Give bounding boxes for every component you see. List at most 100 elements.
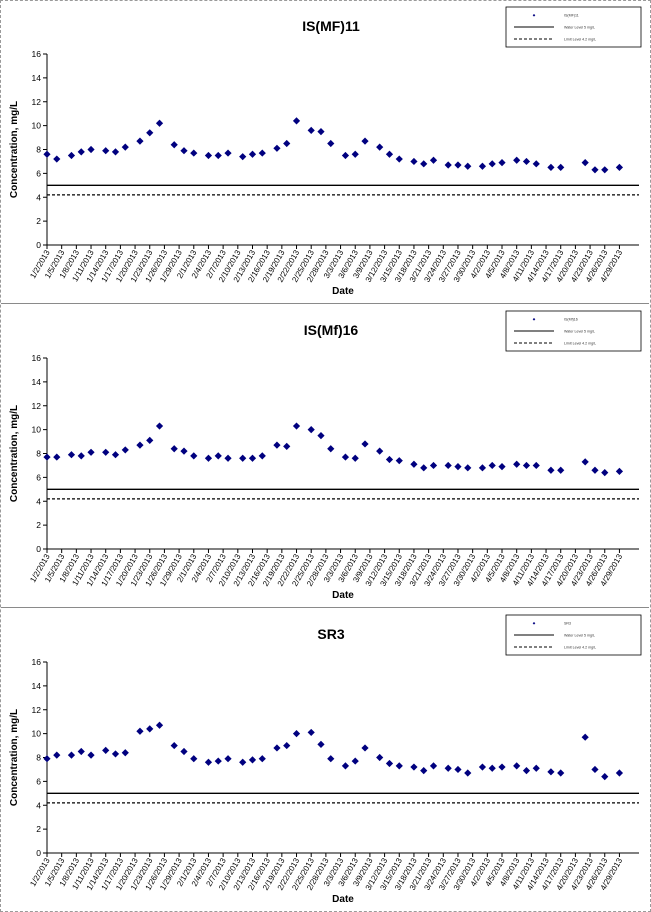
data-point — [43, 755, 51, 763]
data-point — [454, 161, 462, 169]
data-point — [581, 733, 589, 741]
x-axis-title: Date — [332, 590, 354, 601]
data-point — [155, 422, 164, 430]
data-point — [136, 441, 144, 449]
x-axis-title: Date — [332, 286, 354, 297]
data-point — [307, 728, 315, 737]
data-point — [327, 755, 335, 763]
data-point — [317, 127, 325, 136]
data-point — [498, 463, 506, 471]
data-point — [464, 464, 472, 472]
data-point — [454, 765, 462, 774]
data-point — [478, 763, 487, 771]
data-point — [111, 451, 120, 459]
data-point — [111, 148, 120, 156]
data-point — [444, 461, 452, 470]
data-point — [67, 151, 76, 160]
data-point — [498, 159, 506, 167]
data-point — [273, 744, 281, 752]
data-point — [180, 147, 188, 155]
data-point — [248, 454, 257, 462]
data-point — [170, 445, 178, 453]
data-point — [170, 741, 178, 750]
data-point — [146, 129, 154, 137]
data-point — [351, 757, 359, 765]
data-point — [591, 166, 599, 174]
data-point — [488, 461, 496, 470]
data-point — [547, 163, 555, 172]
legend-entry: IS(Mf)16 — [564, 318, 578, 322]
data-point — [214, 151, 222, 160]
y-tick-label: 16 — [32, 353, 42, 363]
data-point — [155, 119, 164, 127]
data-point — [601, 166, 609, 174]
data-point — [444, 161, 452, 169]
y-axis-title: Concentration, mg/L — [9, 709, 20, 806]
data-point — [395, 155, 403, 163]
data-point — [214, 757, 222, 765]
data-point — [239, 153, 247, 161]
y-tick-label: 16 — [32, 49, 42, 59]
y-tick-label: 2 — [36, 824, 41, 834]
data-point — [532, 160, 540, 168]
y-tick-label: 12 — [32, 401, 42, 411]
data-point — [87, 145, 95, 154]
data-point — [395, 457, 403, 465]
data-point — [307, 126, 315, 134]
data-point — [258, 149, 266, 157]
y-tick-label: 10 — [32, 425, 42, 435]
y-axis-title: Concentration, mg/L — [9, 405, 20, 502]
data-point — [273, 144, 281, 152]
y-tick-label: 10 — [32, 121, 42, 131]
y-tick-label: 12 — [32, 705, 42, 715]
data-point — [478, 464, 487, 472]
data-point — [454, 463, 462, 471]
y-tick-label: 12 — [32, 97, 42, 107]
chart-title: IS(MF)11 — [302, 18, 360, 34]
data-point — [190, 755, 198, 763]
data-point — [478, 162, 487, 170]
data-point — [307, 426, 315, 434]
data-point — [513, 762, 521, 770]
data-point — [522, 157, 531, 166]
y-tick-label: 8 — [36, 449, 41, 459]
y-tick-label: 0 — [36, 848, 41, 858]
y-tick-label: 16 — [32, 657, 42, 667]
data-point — [214, 452, 222, 460]
data-point — [351, 150, 359, 158]
data-point — [136, 727, 144, 735]
y-tick-label: 2 — [36, 520, 41, 530]
data-point — [43, 150, 51, 158]
data-point — [121, 749, 129, 757]
data-point — [292, 117, 301, 125]
data-point — [420, 767, 428, 775]
data-point — [464, 769, 472, 777]
legend-entry: Limit Level 4.2 mg/L — [564, 342, 596, 346]
data-point — [420, 464, 428, 472]
data-point — [498, 763, 506, 771]
data-point — [615, 163, 624, 172]
data-point — [376, 753, 384, 762]
y-tick-label: 14 — [32, 377, 42, 387]
data-point — [547, 466, 555, 474]
data-point — [444, 764, 452, 772]
data-point — [258, 755, 266, 763]
data-point — [557, 769, 565, 777]
data-point — [581, 159, 589, 167]
y-tick-label: 8 — [36, 145, 41, 155]
legend-entry: Water Level 5 mg/L — [564, 634, 595, 638]
data-point — [102, 147, 110, 155]
data-point — [190, 452, 198, 460]
data-point — [53, 453, 61, 461]
data-point — [102, 448, 110, 456]
data-point — [292, 422, 301, 430]
y-tick-label: 0 — [36, 240, 41, 250]
chart-panel-sr3: SR3 Concentration, mg/L Date 0 2 4 6 8 10 12 14 16 1… — [1, 609, 649, 910]
data-point — [146, 436, 154, 444]
data-point — [581, 458, 589, 466]
data-point — [87, 448, 95, 456]
data-point — [547, 768, 555, 776]
data-point — [180, 747, 188, 756]
legend-marker — [532, 622, 536, 625]
chart-svg: IS(MF)11 Concentration, mg/L Date 0 2 4 6 8 10 12… — [9, 6, 642, 297]
